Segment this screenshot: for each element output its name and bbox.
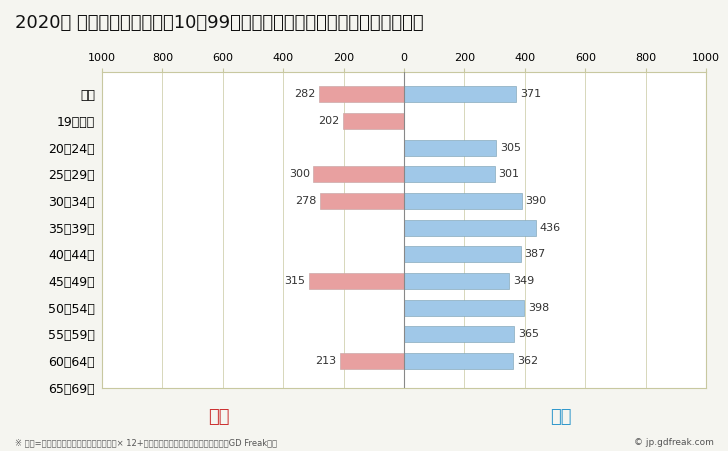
Text: 436: 436 [539,223,561,233]
Bar [309,273,404,289]
Text: 398: 398 [528,303,549,313]
Text: 390: 390 [526,196,547,206]
Bar [404,140,496,156]
Bar [404,166,495,182]
Bar [404,300,524,316]
Bar [404,327,514,342]
Text: 349: 349 [513,276,534,286]
Text: 男性: 男性 [550,408,571,426]
Bar [314,166,404,182]
Text: 300: 300 [289,170,310,179]
Text: 202: 202 [318,116,339,126]
Bar [404,246,521,262]
Bar [404,273,510,289]
Bar [404,193,522,209]
Bar [319,86,404,102]
Bar [404,86,516,102]
Bar [404,353,513,369]
Bar [320,193,404,209]
Text: 387: 387 [525,249,546,259]
Bar [340,353,404,369]
Text: 2020年 民間企業（従業者数10～99人）フルタイム労働者の男女別平均年収: 2020年 民間企業（従業者数10～99人）フルタイム労働者の男女別平均年収 [15,14,423,32]
Text: 301: 301 [499,170,520,179]
Text: 315: 315 [284,276,305,286]
Bar [343,113,404,129]
Text: 278: 278 [295,196,317,206]
Text: 365: 365 [518,330,539,340]
Text: 362: 362 [517,356,538,366]
Text: 女性: 女性 [207,408,229,426]
Bar [404,220,536,236]
Text: 371: 371 [520,89,541,99]
Text: ※ 年収=「きまって支給する現金給与額」× 12+「年間賞与その他特別給与額」としてGD Freak推計: ※ 年収=「きまって支給する現金給与額」× 12+「年間賞与その他特別給与額」と… [15,438,277,447]
Text: 282: 282 [294,89,315,99]
Text: 305: 305 [500,143,521,153]
Text: © jp.gdfreak.com: © jp.gdfreak.com [633,438,713,447]
Text: 213: 213 [315,356,336,366]
